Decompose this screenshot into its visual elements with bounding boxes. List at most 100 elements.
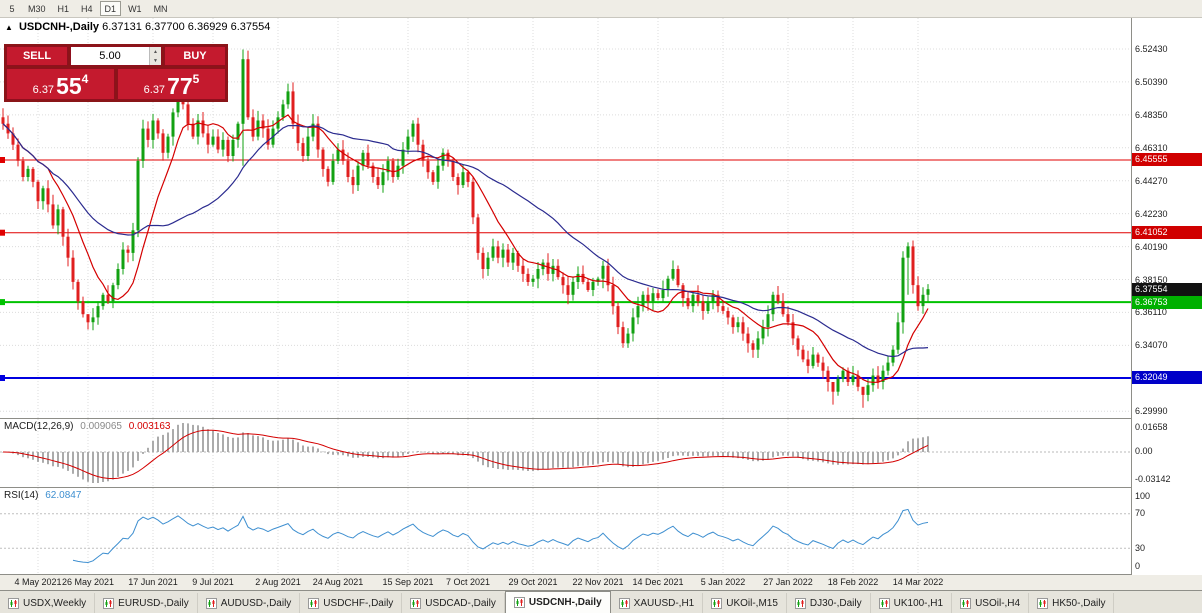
trading-terminal: { "toolbar": { "timeframes": ["5","M30",… — [0, 0, 1202, 613]
price-axis-label: 6.46310 — [1135, 143, 1168, 153]
tab-label: XAUUSD-,H1 — [634, 598, 695, 609]
tab-label: AUDUSD-,Daily — [221, 598, 292, 609]
tab-chart-icon — [514, 597, 525, 608]
timeframe-button-m30[interactable]: M30 — [23, 1, 51, 16]
sell-button[interactable]: SELL — [6, 46, 68, 66]
price-level-badge: 6.36753 — [1132, 296, 1202, 309]
price-level-badge: 6.41052 — [1132, 226, 1202, 239]
tab-chart-icon — [711, 598, 722, 609]
date-axis: 4 May 202126 May 202117 Jun 20219 Jul 20… — [0, 575, 1202, 590]
one-click-trading-panel: SELL ▲ ▼ BUY 6.37 55 4 6.37 77 5 — [4, 44, 228, 102]
pane-separator[interactable] — [0, 418, 1202, 419]
date-label: 27 Jan 2022 — [763, 577, 813, 587]
date-label: 7 Oct 2021 — [446, 577, 490, 587]
buy-price-prefix: 6.37 — [144, 83, 165, 98]
tab-label: HK50-,Daily — [1052, 598, 1105, 609]
chart-tab-audusd-daily[interactable]: AUDUSD-,Daily — [198, 593, 301, 613]
tab-label: USDX,Weekly — [23, 598, 86, 609]
chart-tab-usdcnh-daily[interactable]: USDCNH-,Daily — [505, 591, 611, 613]
ohlc-low: 6.36929 — [188, 21, 228, 33]
rsi-name: RSI(14) — [4, 490, 38, 501]
chart-tab-ukoil-m15[interactable]: UKOil-,M15 — [703, 593, 787, 613]
chart-tab-eurusd-daily[interactable]: EURUSD-,Daily — [95, 593, 198, 613]
tab-chart-icon — [410, 598, 421, 609]
sell-price-big: 55 — [56, 75, 82, 98]
tab-chart-icon — [879, 598, 890, 609]
macd-name: MACD(12,26,9) — [4, 421, 73, 432]
macd-axis-label: 0.01658 — [1135, 422, 1168, 432]
rsi-indicator-canvas[interactable] — [0, 488, 1131, 574]
chart-tab-uk100-h1[interactable]: UK100-,H1 — [871, 593, 952, 613]
price-axis-label: 6.36110 — [1135, 307, 1167, 317]
chart-tab-usdchf-daily[interactable]: USDCHF-,Daily — [300, 593, 402, 613]
tab-label: USDCAD-,Daily — [425, 598, 496, 609]
tab-chart-icon — [8, 598, 19, 609]
chart-tab-usoil-h4[interactable]: USOil-,H4 — [952, 593, 1029, 613]
date-label: 2 Aug 2021 — [255, 577, 301, 587]
tab-label: USDCHF-,Daily — [323, 598, 393, 609]
volume-increase-button[interactable]: ▲ — [150, 47, 161, 56]
date-label: 17 Jun 2021 — [128, 577, 178, 587]
chart-tabbar: USDX,Weekly EURUSD-,Daily AUDUSD-,Daily USD… — [0, 590, 1202, 613]
macd-signal-value: 0.003163 — [129, 421, 171, 432]
date-label: 5 Jan 2022 — [701, 577, 746, 587]
buy-price-big: 77 — [167, 75, 193, 98]
rsi-axis-label: 100 — [1135, 491, 1150, 501]
sell-price-prefix: 6.37 — [33, 83, 54, 98]
chart-tab-hk50-daily[interactable]: HK50-,Daily — [1029, 593, 1114, 613]
buy-button[interactable]: BUY — [164, 46, 226, 66]
date-label: 22 Nov 2021 — [572, 577, 623, 587]
price-axis: 6.524306.503906.483506.463106.442706.422… — [1132, 18, 1202, 575]
buy-price-display[interactable]: 6.37 77 5 — [117, 68, 226, 100]
price-axis-label: 6.50390 — [1135, 77, 1168, 87]
tab-chart-icon — [308, 598, 319, 609]
chart-title: ▲ USDCNH-,Daily 6.37131 6.37700 6.36929 … — [5, 21, 270, 33]
rsi-value: 62.0847 — [45, 490, 81, 501]
timeframe-button-5[interactable]: 5 — [3, 1, 21, 16]
timeframe-button-mn[interactable]: MN — [149, 1, 173, 16]
chart-tab-usdx-weekly[interactable]: USDX,Weekly — [0, 593, 95, 613]
volume-control: ▲ ▼ — [70, 46, 162, 66]
tab-chart-icon — [960, 598, 971, 609]
macd-label: MACD(12,26,9) 0.009065 0.003163 — [4, 421, 170, 432]
date-label: 18 Feb 2022 — [828, 577, 879, 587]
chart-window[interactable]: ▲ USDCNH-,Daily 6.37131 6.37700 6.36929 … — [0, 18, 1202, 590]
price-level-badge: 6.45555 — [1132, 153, 1202, 166]
timeframe-button-d1[interactable]: D1 — [100, 1, 122, 16]
timeframe-toolbar: 5M30H1H4D1W1MN — [0, 0, 1202, 18]
chart-tab-dj30-daily[interactable]: DJ30-,Daily — [787, 593, 871, 613]
date-label: 9 Jul 2021 — [192, 577, 234, 587]
price-axis-label: 6.44270 — [1135, 176, 1168, 186]
date-label: 24 Aug 2021 — [313, 577, 364, 587]
tab-chart-icon — [795, 598, 806, 609]
tab-label: USDCNH-,Daily — [529, 597, 602, 608]
chart-tab-xauusd-h1[interactable]: XAUUSD-,H1 — [611, 593, 704, 613]
buy-price-sup: 5 — [193, 72, 200, 86]
timeframe-button-h4[interactable]: H4 — [76, 1, 98, 16]
chart-tab-usdcad-daily[interactable]: USDCAD-,Daily — [402, 593, 505, 613]
collapse-ohlc-arrow-icon[interactable]: ▲ — [5, 23, 13, 32]
sell-price-display[interactable]: 6.37 55 4 — [6, 68, 115, 100]
current-price-badge: 6.37554 — [1132, 283, 1202, 296]
tab-label: USOil-,H4 — [975, 598, 1020, 609]
timeframe-button-h1[interactable]: H1 — [53, 1, 75, 16]
tab-label: EURUSD-,Daily — [118, 598, 189, 609]
date-label: 29 Oct 2021 — [508, 577, 557, 587]
rsi-axis-label: 0 — [1135, 561, 1140, 571]
price-axis-label: 6.29990 — [1135, 406, 1168, 416]
tab-chart-icon — [103, 598, 114, 609]
date-label: 4 May 2021 — [14, 577, 61, 587]
date-label: 14 Dec 2021 — [632, 577, 683, 587]
tab-label: DJ30-,Daily — [810, 598, 862, 609]
pane-separator[interactable] — [0, 487, 1202, 488]
date-label: 15 Sep 2021 — [382, 577, 433, 587]
tab-chart-icon — [619, 598, 630, 609]
sell-price-sup: 4 — [82, 72, 89, 86]
date-label: 14 Mar 2022 — [893, 577, 944, 587]
volume-decrease-button[interactable]: ▼ — [150, 56, 161, 65]
rsi-axis-label: 70 — [1135, 508, 1145, 518]
timeframe-button-w1[interactable]: W1 — [123, 1, 147, 16]
macd-axis-label: -0.03142 — [1135, 474, 1171, 484]
volume-input[interactable] — [71, 47, 149, 65]
macd-axis-label: 0.00 — [1135, 446, 1153, 456]
